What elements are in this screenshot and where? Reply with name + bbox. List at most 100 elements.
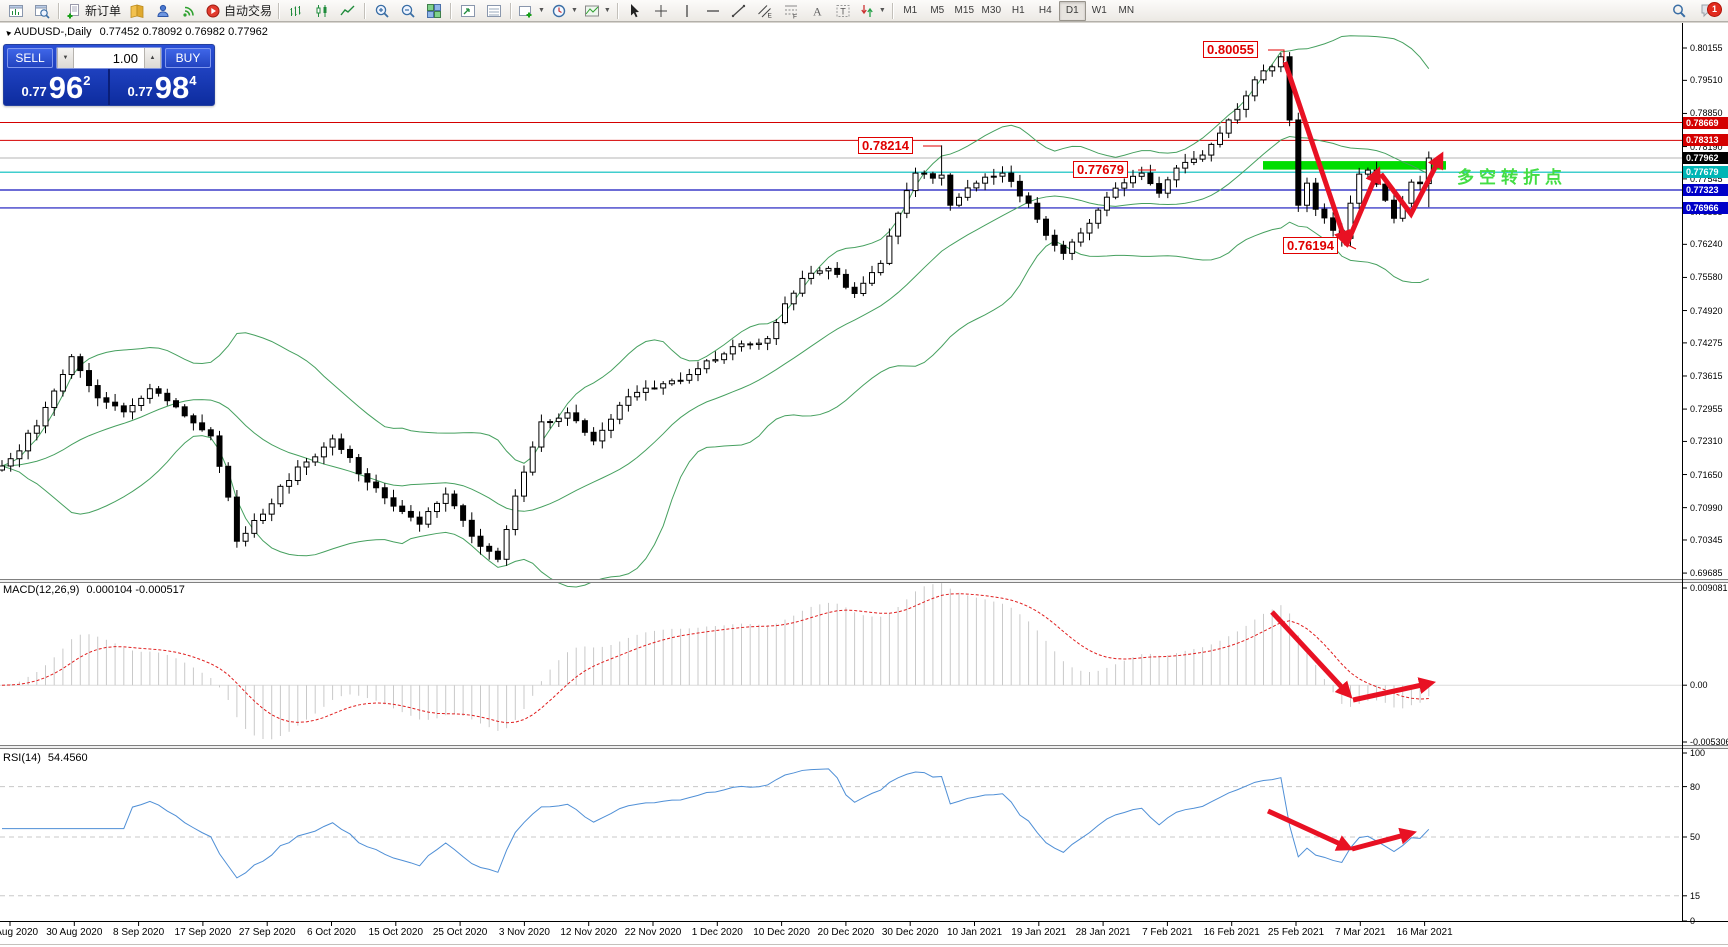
print-preview-icon[interactable] <box>29 0 55 22</box>
period-clock-icon[interactable]: ▼ <box>548 0 581 22</box>
toolbar-right: 1 <box>1666 0 1722 22</box>
data-window-icon <box>487 4 502 17</box>
x-axis-date-label: 30 Aug 2020 <box>46 927 103 938</box>
price-tag: 0.77962 <box>1683 151 1728 164</box>
sell-price[interactable]: 0.77 96 2 <box>21 70 91 105</box>
equidistant-channel-icon[interactable]: E <box>752 0 778 22</box>
timeframe-button-m1[interactable]: M1 <box>903 5 918 16</box>
trend-arrow-macd <box>1352 677 1436 703</box>
data-window-icon[interactable] <box>481 0 507 22</box>
equidistant-channel-icon: E <box>757 4 772 19</box>
timeframe-button-m5[interactable]: M5 <box>930 5 945 16</box>
new-order-button[interactable]: 新订单 <box>63 0 124 22</box>
text-label-icon[interactable]: T <box>830 0 856 22</box>
text-label-icon: T <box>836 4 850 17</box>
auto-trading-button[interactable]: 自动交易 <box>202 0 275 22</box>
price-flag: 0.80055 <box>1203 41 1258 58</box>
timeframe-button-h4[interactable]: H4 <box>1038 5 1052 16</box>
trend-arrow-rsi <box>1266 808 1354 851</box>
chevron-down-icon: ▼ <box>603 7 611 14</box>
macd-pane-label: MACD(12,26,9) 0.000104 -0.000517 <box>3 584 185 596</box>
horizontal-line-icon[interactable] <box>700 0 726 22</box>
y-axis-tick: 0.69685 <box>1690 568 1723 579</box>
y-axis-tick: 0.75580 <box>1690 272 1723 283</box>
x-axis-date-label: 20 Aug 2020 <box>0 927 39 938</box>
macd-axis-tick: 0.009081 <box>1690 583 1728 593</box>
web-account-icon[interactable] <box>150 0 176 22</box>
toolbar-separator <box>278 2 281 19</box>
zoom-out-icon[interactable] <box>395 0 421 22</box>
price-flag: 0.77679 <box>1073 161 1128 178</box>
svg-text:A: A <box>813 4 822 18</box>
x-axis-date-label: 16 Mar 2021 <box>1396 927 1453 938</box>
signals-icon[interactable] <box>176 0 202 22</box>
price-tag: 0.78669 <box>1683 116 1728 129</box>
vertical-line-icon[interactable] <box>674 0 700 22</box>
fibonacci-icon[interactable]: F <box>778 0 804 22</box>
timeframe-button-d1[interactable]: D1 <box>1058 0 1086 21</box>
x-axis-date-label: 22 Nov 2020 <box>624 927 682 938</box>
x-axis-date-label: 19 Jan 2021 <box>1011 927 1067 938</box>
add-indicator-icon[interactable]: ▼ <box>515 0 548 22</box>
svg-text:T: T <box>840 6 846 16</box>
x-axis-date-label: 7 Mar 2021 <box>1335 927 1386 938</box>
timeframe-button-w1[interactable]: W1 <box>1091 5 1107 16</box>
chart-ohlc-values: 0.77452 0.78092 0.76982 0.77962 <box>99 26 268 38</box>
chart-icon[interactable] <box>3 0 29 22</box>
y-axis-tick: 0.74275 <box>1690 337 1723 348</box>
x-axis-date-label: 7 Feb 2021 <box>1142 927 1193 938</box>
history-center-icon[interactable] <box>124 0 150 22</box>
support-zone-bar <box>1263 161 1446 170</box>
print-preview-icon <box>35 4 50 19</box>
cursor-icon[interactable] <box>622 0 648 22</box>
macd-signal-line <box>1 593 1429 724</box>
toolbar-separator <box>510 2 513 19</box>
timeframe-button-m30[interactable]: M30 <box>981 5 1001 16</box>
indicator-window-icon[interactable] <box>455 0 481 22</box>
price-flag: 0.78214 <box>858 137 913 154</box>
add-indicator-icon <box>519 5 532 17</box>
template-icon[interactable]: ▼ <box>581 0 614 22</box>
timeframe-button-h1[interactable]: H1 <box>1011 5 1025 16</box>
toolbar-separator <box>616 2 619 19</box>
bollinger-upper-band <box>1 35 1430 467</box>
chevron-down-icon: ▼ <box>570 7 578 14</box>
x-axis-date-label: 25 Oct 2020 <box>432 927 488 938</box>
search-button[interactable] <box>1666 0 1692 22</box>
x-axis-date-label: 10 Jan 2021 <box>946 927 1003 938</box>
x-axis-date-label: 17 Sep 2020 <box>174 927 232 938</box>
template-icon <box>584 5 599 16</box>
trend-arrow-main <box>1343 166 1382 247</box>
text-icon[interactable]: A <box>804 0 830 22</box>
notification-badge: 1 <box>1707 1 1722 17</box>
sell-button[interactable]: SELL <box>7 48 53 68</box>
new-order-icon <box>67 3 79 18</box>
notifications-button[interactable]: 1 <box>1700 1 1722 20</box>
trendline-icon[interactable] <box>726 0 752 22</box>
bar-chart-icon[interactable] <box>283 0 309 22</box>
search-icon <box>1673 4 1686 17</box>
svg-text:F: F <box>793 13 797 19</box>
line-chart-icon[interactable] <box>335 0 361 22</box>
timeframe-button-mn[interactable]: MN <box>1118 5 1135 16</box>
vertical-line-icon <box>686 4 688 17</box>
buy-button[interactable]: BUY <box>165 48 211 68</box>
zoom-in-icon[interactable] <box>369 0 395 22</box>
volume-decrease-button[interactable]: ▼ <box>57 48 74 68</box>
volume-increase-button[interactable]: ▲ <box>144 48 161 68</box>
price-tag: 0.76966 <box>1683 201 1728 214</box>
one-click-trading-panel: SELL ▼ ▲ BUY 0.77 96 2 0.77 98 4 <box>3 44 215 106</box>
candlestick-chart-icon[interactable] <box>309 0 335 22</box>
tile-windows-icon[interactable] <box>421 0 447 22</box>
toolbar-separator <box>450 2 453 19</box>
line-chart-icon <box>340 5 355 15</box>
volume-input[interactable] <box>74 50 144 66</box>
shapes-icon[interactable]: ▼ <box>856 0 889 22</box>
timeframe-button-m15[interactable]: M15 <box>954 5 974 16</box>
buy-price[interactable]: 0.77 98 4 <box>127 70 197 105</box>
crosshair-icon[interactable] <box>648 0 674 22</box>
bar-chart-icon <box>290 5 301 16</box>
x-axis-date-label: 20 Dec 2020 <box>817 927 875 938</box>
y-axis-tick: 0.78190 <box>1690 141 1723 152</box>
